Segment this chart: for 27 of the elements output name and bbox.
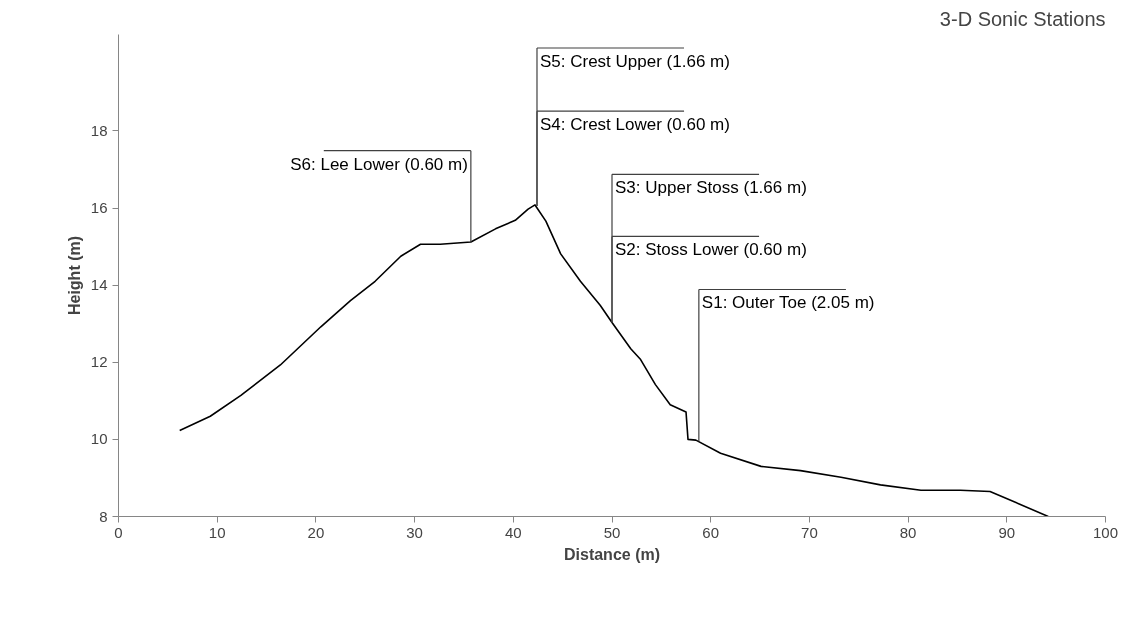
x-tick-label: 30 [406, 523, 423, 541]
y-tick-label: 18 [90, 121, 108, 139]
x-tick-label: 50 [603, 523, 621, 541]
line-series [178, 204, 1050, 517]
annotation: S4: Crest Lower (0.60 m) [539, 115, 730, 135]
x-tick-label: 0 [114, 523, 123, 541]
annotation: S3: Upper Stoss (1.66 m) [615, 178, 807, 198]
y-tick-label: 12 [90, 353, 108, 371]
annotation: S2: Stoss Lower (0.60 m) [615, 240, 807, 260]
y-axis-title: Height (m) [65, 235, 83, 316]
chart-title: 3-D Sonic Stations [939, 7, 1106, 30]
x-tick-label: 20 [307, 523, 325, 541]
x-axis-title: Distance (m) [563, 545, 661, 563]
y-tick-label: 8 [99, 507, 108, 525]
annotation: S6: Lee Lower (0.60 m) [290, 154, 468, 174]
annotation: S1: Outer Toe (2.05 m) [701, 293, 875, 313]
x-tick-label: 40 [504, 523, 522, 541]
y-tick-label: 14 [90, 276, 108, 294]
y-tick-label: 16 [90, 199, 108, 217]
y-tick-label: 10 [90, 430, 108, 448]
x-tick-label: 90 [998, 523, 1016, 541]
x-tick-label: 70 [801, 523, 818, 541]
x-tick-label: 60 [702, 523, 720, 541]
x-tick-label: 10 [208, 523, 226, 541]
x-tick-label: 100 [1092, 523, 1119, 541]
annotation: S5: Crest Upper (1.66 m) [539, 52, 730, 71]
x-tick-label: 80 [899, 523, 917, 541]
